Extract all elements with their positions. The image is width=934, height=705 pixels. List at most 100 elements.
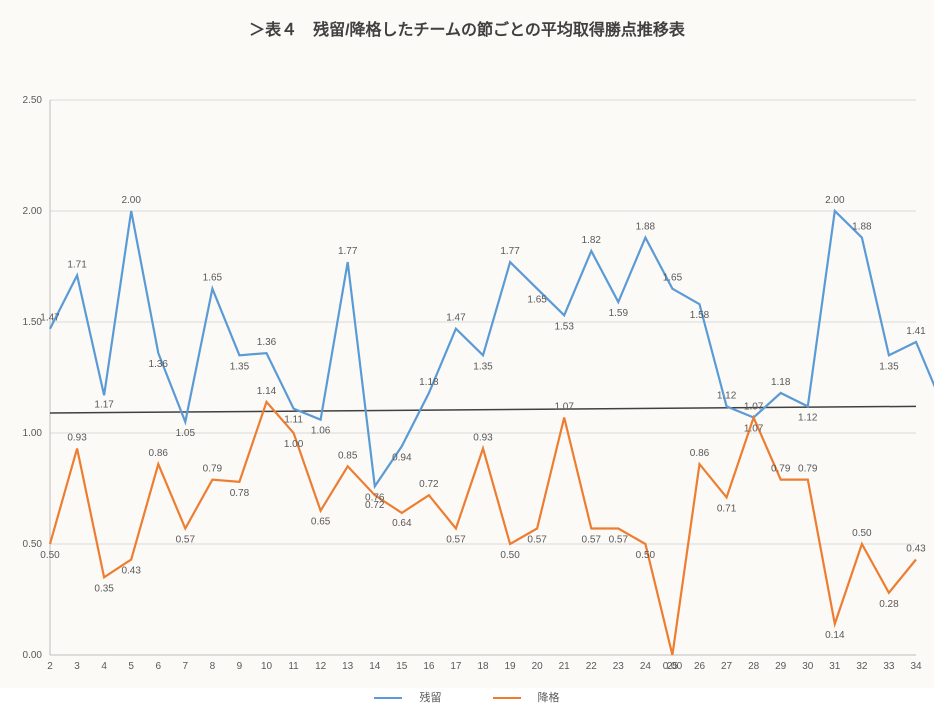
svg-text:1.77: 1.77 bbox=[500, 246, 520, 257]
svg-text:1.07: 1.07 bbox=[744, 423, 764, 434]
svg-text:10: 10 bbox=[261, 661, 273, 672]
svg-text:6: 6 bbox=[155, 661, 161, 672]
svg-text:33: 33 bbox=[883, 661, 895, 672]
svg-text:1.18: 1.18 bbox=[771, 377, 791, 388]
svg-text:15: 15 bbox=[396, 661, 408, 672]
svg-text:0.79: 0.79 bbox=[798, 464, 818, 475]
svg-text:1.47: 1.47 bbox=[40, 313, 60, 324]
svg-text:0.57: 0.57 bbox=[527, 534, 547, 545]
svg-text:1.58: 1.58 bbox=[690, 310, 710, 321]
svg-text:0.50: 0.50 bbox=[23, 539, 43, 550]
svg-text:0.65: 0.65 bbox=[311, 517, 331, 528]
svg-text:23: 23 bbox=[613, 661, 625, 672]
svg-text:2.00: 2.00 bbox=[825, 195, 845, 206]
svg-text:0.14: 0.14 bbox=[825, 630, 845, 641]
svg-text:18: 18 bbox=[477, 661, 489, 672]
svg-text:20: 20 bbox=[532, 661, 544, 672]
svg-text:2.00: 2.00 bbox=[23, 206, 43, 217]
svg-text:28: 28 bbox=[748, 661, 760, 672]
svg-text:26: 26 bbox=[694, 661, 706, 672]
svg-text:13: 13 bbox=[342, 661, 354, 672]
svg-text:14: 14 bbox=[369, 661, 381, 672]
svg-text:0.00: 0.00 bbox=[663, 661, 683, 672]
legend-swatch-2 bbox=[493, 697, 521, 700]
svg-text:1.35: 1.35 bbox=[473, 361, 493, 372]
svg-text:9: 9 bbox=[237, 661, 243, 672]
svg-text:1.12: 1.12 bbox=[717, 390, 737, 401]
svg-text:1.17: 1.17 bbox=[94, 399, 114, 410]
svg-text:1.18: 1.18 bbox=[419, 377, 439, 388]
svg-text:31: 31 bbox=[829, 661, 841, 672]
svg-text:0.28: 0.28 bbox=[879, 599, 899, 610]
svg-text:0.00: 0.00 bbox=[23, 650, 43, 661]
svg-text:17: 17 bbox=[450, 661, 462, 672]
svg-text:21: 21 bbox=[559, 661, 571, 672]
svg-text:1.05: 1.05 bbox=[176, 428, 196, 439]
svg-text:0.85: 0.85 bbox=[338, 450, 358, 461]
svg-text:0.78: 0.78 bbox=[230, 488, 250, 499]
legend: 残留 降格 bbox=[0, 685, 934, 705]
svg-text:12: 12 bbox=[315, 661, 327, 672]
chart-container: ＞表４ 残留/降格したチームの節ごとの平均取得勝点推移表 0.00 0.50 1.0… bbox=[0, 0, 934, 688]
svg-text:0.57: 0.57 bbox=[176, 534, 196, 545]
svg-text:3: 3 bbox=[74, 661, 80, 672]
svg-text:0.72: 0.72 bbox=[365, 500, 385, 511]
svg-text:1.47: 1.47 bbox=[446, 313, 466, 324]
svg-text:4: 4 bbox=[101, 661, 107, 672]
svg-text:7: 7 bbox=[183, 661, 189, 672]
svg-text:1.36: 1.36 bbox=[257, 337, 277, 348]
legend-item-2: 降格 bbox=[481, 689, 572, 705]
svg-text:27: 27 bbox=[721, 661, 733, 672]
svg-text:1.35: 1.35 bbox=[230, 361, 250, 372]
svg-text:32: 32 bbox=[856, 661, 868, 672]
svg-text:8: 8 bbox=[210, 661, 216, 672]
svg-text:34: 34 bbox=[910, 661, 922, 672]
svg-text:2.00: 2.00 bbox=[121, 195, 141, 206]
legend-swatch-1 bbox=[374, 697, 402, 700]
svg-text:1.36: 1.36 bbox=[149, 359, 169, 370]
svg-text:1.71: 1.71 bbox=[67, 259, 87, 270]
svg-text:1.65: 1.65 bbox=[527, 295, 547, 306]
svg-text:0.86: 0.86 bbox=[690, 448, 710, 459]
svg-text:1.65: 1.65 bbox=[203, 273, 223, 284]
svg-text:2: 2 bbox=[47, 661, 53, 672]
svg-text:0.86: 0.86 bbox=[149, 448, 169, 459]
svg-text:0.71: 0.71 bbox=[717, 503, 737, 514]
svg-text:0.43: 0.43 bbox=[121, 566, 141, 577]
svg-text:0.93: 0.93 bbox=[67, 433, 87, 444]
svg-text:1.07: 1.07 bbox=[744, 401, 764, 412]
svg-text:1.07: 1.07 bbox=[554, 401, 574, 412]
svg-text:0.72: 0.72 bbox=[419, 479, 439, 490]
svg-text:1.06: 1.06 bbox=[311, 426, 331, 437]
svg-text:0.94: 0.94 bbox=[392, 452, 412, 463]
svg-text:16: 16 bbox=[423, 661, 435, 672]
svg-text:24: 24 bbox=[640, 661, 652, 672]
svg-text:0.50: 0.50 bbox=[636, 550, 656, 561]
svg-text:1.00: 1.00 bbox=[23, 428, 43, 439]
svg-text:11: 11 bbox=[288, 661, 299, 672]
svg-text:1.11: 1.11 bbox=[284, 415, 303, 426]
legend-item-1: 残留 bbox=[362, 689, 453, 705]
svg-text:1.77: 1.77 bbox=[338, 246, 358, 257]
svg-text:1.00: 1.00 bbox=[284, 439, 304, 450]
svg-text:2.50: 2.50 bbox=[23, 95, 43, 106]
svg-text:1.88: 1.88 bbox=[636, 222, 656, 233]
svg-text:30: 30 bbox=[802, 661, 814, 672]
svg-text:0.93: 0.93 bbox=[473, 433, 493, 444]
svg-text:1.41: 1.41 bbox=[906, 326, 926, 337]
svg-text:1.12: 1.12 bbox=[798, 412, 818, 423]
svg-text:1.59: 1.59 bbox=[609, 308, 629, 319]
chart-title: ＞表４ 残留/降格したチームの節ごとの平均取得勝点推移表 bbox=[0, 0, 934, 40]
svg-text:1.65: 1.65 bbox=[663, 273, 683, 284]
svg-text:1.88: 1.88 bbox=[852, 222, 872, 233]
svg-text:1.53: 1.53 bbox=[554, 321, 574, 332]
svg-text:0.57: 0.57 bbox=[446, 534, 466, 545]
svg-text:1.14: 1.14 bbox=[257, 386, 277, 397]
svg-text:0.50: 0.50 bbox=[852, 528, 872, 539]
svg-text:0.43: 0.43 bbox=[906, 544, 926, 555]
svg-text:1.82: 1.82 bbox=[582, 235, 602, 246]
svg-text:0.79: 0.79 bbox=[203, 464, 223, 475]
svg-text:0.57: 0.57 bbox=[609, 534, 629, 545]
svg-text:0.64: 0.64 bbox=[392, 518, 412, 529]
svg-text:0.35: 0.35 bbox=[94, 583, 114, 594]
